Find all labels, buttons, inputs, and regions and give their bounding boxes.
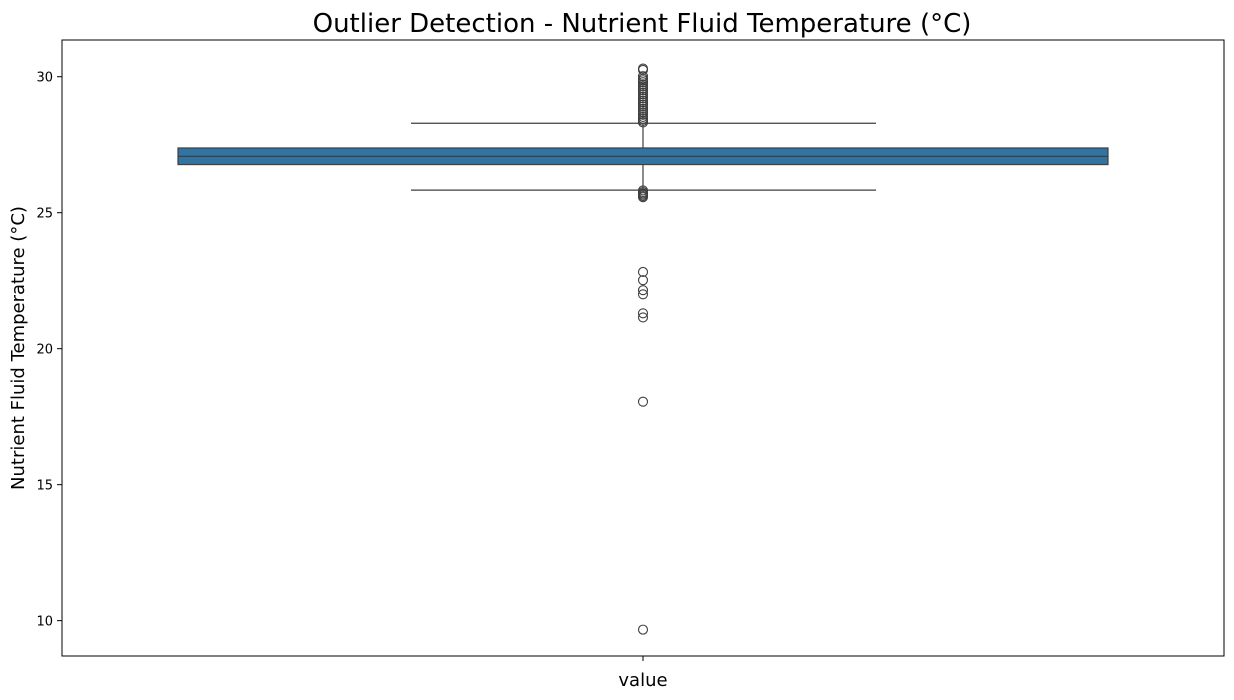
outlier-point-low bbox=[637, 308, 649, 319]
chart-title: Outlier Detection - Nutrient Fluid Tempe… bbox=[313, 9, 972, 39]
y-tick-label: 20 bbox=[36, 343, 53, 358]
outlier-point-low bbox=[637, 192, 649, 203]
outlier-point-low bbox=[637, 624, 649, 635]
outlier-point-low bbox=[637, 266, 649, 278]
y-tick-label: 10 bbox=[36, 615, 53, 630]
outlier-point-low bbox=[637, 312, 649, 323]
outliers-group bbox=[637, 63, 649, 635]
box-group bbox=[177, 122, 1109, 191]
outlier-point-low bbox=[637, 285, 649, 296]
y-tick-label: 30 bbox=[36, 71, 53, 86]
outlier-point-low bbox=[637, 275, 649, 286]
outlier-point-low bbox=[637, 396, 649, 407]
outlier-point-high bbox=[637, 71, 649, 82]
y-tick-label: 25 bbox=[36, 207, 53, 222]
y-axis-label: Nutrient Fluid Temperature (°C) bbox=[8, 206, 29, 490]
y-tick-label: 15 bbox=[36, 479, 53, 494]
outlier-point-high bbox=[637, 63, 649, 74]
outlier-point-low bbox=[637, 289, 649, 300]
y-axis: 10 15 20 25 30 bbox=[36, 71, 62, 630]
x-category-label: value bbox=[618, 670, 667, 691]
